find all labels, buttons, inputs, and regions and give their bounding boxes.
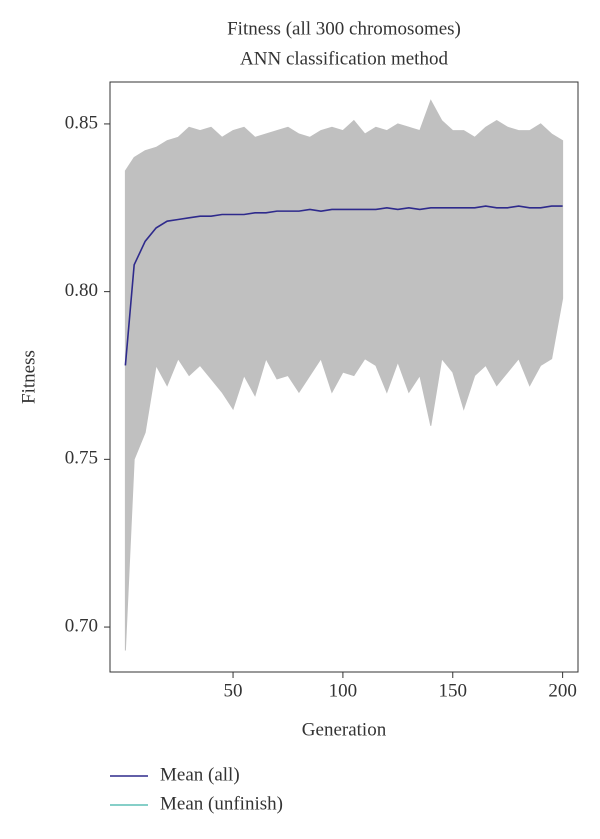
y-tick-label: 0.75 (65, 448, 98, 469)
y-tick-label: 0.80 (65, 280, 98, 301)
chart-subtitle: ANN classification method (240, 48, 448, 69)
legend-label: Mean (all) (160, 764, 240, 785)
x-axis-label: Generation (302, 719, 387, 740)
x-tick-label: 200 (548, 680, 577, 701)
x-tick-label: 150 (439, 680, 468, 701)
mean-line (124, 205, 563, 366)
fitness-band (124, 99, 564, 651)
x-tick-label: 100 (329, 680, 358, 701)
x-tick-label: 50 (224, 680, 243, 701)
y-tick-label: 0.70 (65, 615, 98, 636)
y-axis-label: Fitness (18, 350, 39, 404)
y-tick-label: 0.85 (65, 112, 98, 133)
plot-frame (109, 81, 579, 673)
chart-title: Fitness (all 300 chromosomes) (227, 18, 461, 39)
legend-label: Mean (unfinish) (160, 793, 283, 814)
